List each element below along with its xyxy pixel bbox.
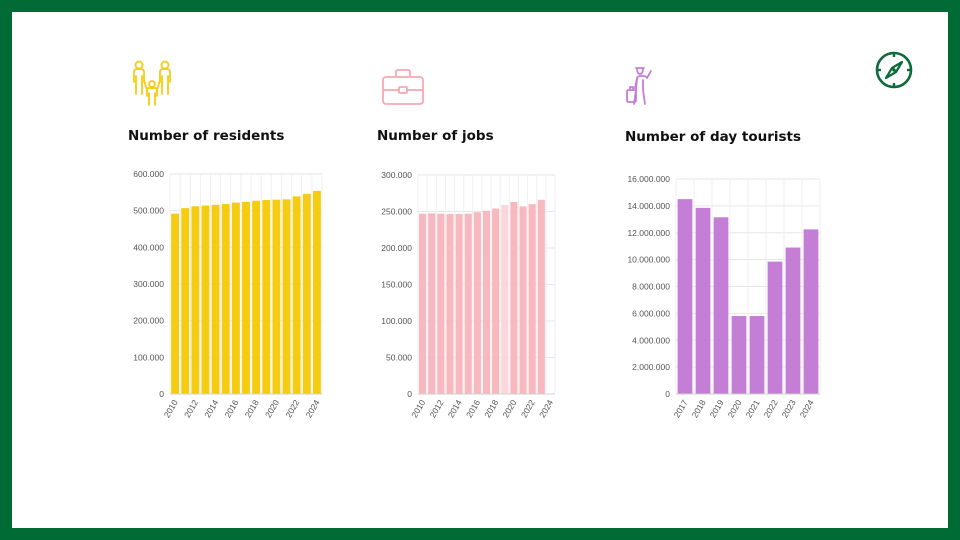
traveler-icon: [626, 67, 652, 105]
jobs-ytick-label: 200.000: [381, 243, 412, 253]
jobs-bar: [482, 210, 491, 394]
tourists-ytick-label: 8.000.000: [632, 282, 670, 292]
briefcase-icon: [382, 69, 424, 105]
jobs-ytick-label: 100.000: [381, 316, 412, 326]
jobs-bar: [519, 206, 527, 394]
compass-icon: [875, 51, 913, 89]
tourists-xtick-label: 2020: [726, 398, 744, 420]
tourists-bar: [767, 261, 783, 394]
residents-ytick-label: 100.000: [133, 352, 164, 362]
jobs-ytick-label: 250.000: [381, 207, 412, 217]
jobs-bar: [537, 199, 545, 394]
residents-ytick-label: 400.000: [133, 242, 164, 252]
jobs-bar: [473, 212, 481, 394]
residents-bar: [282, 199, 291, 394]
residents-bar: [231, 202, 240, 394]
jobs-bar: [419, 213, 427, 394]
residents-ytick-label: 300.000: [133, 279, 164, 289]
residents-ytick-label: 500.000: [133, 206, 164, 216]
tourists-bar: [731, 316, 747, 394]
residents-bar: [262, 200, 271, 394]
residents-bar: [211, 204, 220, 394]
jobs-bar: [528, 204, 536, 394]
residents-bar: [171, 213, 180, 394]
jobs-bar: [446, 214, 454, 394]
tourists-bar: [803, 229, 819, 394]
tourists-ytick-label: 4.000.000: [632, 335, 670, 345]
tourists-xtick-label: 2019: [708, 398, 726, 420]
tourists-bar: [785, 247, 801, 394]
residents-bar: [312, 190, 321, 394]
residents-title: Number of residents: [128, 128, 285, 144]
tourists-bar: [677, 199, 693, 394]
tourists-xtick-label: 2017: [672, 398, 690, 420]
jobs-bar: [510, 202, 518, 394]
residents-bar: [201, 205, 210, 394]
tourists-xtick-label: 2022: [762, 398, 780, 420]
tourists-ytick-label: 14.000.000: [627, 201, 670, 211]
jobs-bar: [455, 214, 463, 394]
jobs-title: Number of jobs: [377, 128, 494, 144]
jobs-bar: [437, 213, 445, 394]
jobs-bar: [464, 213, 472, 394]
tourists-xtick-label: 2024: [798, 398, 816, 420]
residents-bar: [302, 193, 311, 394]
jobs-bar: [501, 204, 509, 394]
tourists-xtick-label: 2021: [744, 398, 762, 420]
residents-bar: [191, 206, 200, 394]
tourists-ytick-label: 2.000.000: [632, 362, 670, 372]
tourists-title: Number of day tourists: [625, 129, 802, 145]
residents-bar: [292, 196, 301, 394]
tourists-xtick-label: 2018: [690, 398, 708, 420]
family-icon: [133, 60, 171, 106]
jobs-bar: [428, 213, 436, 394]
tourists-ytick-label: 12.000.000: [627, 228, 670, 238]
residents-ytick-label: 200.000: [133, 316, 164, 326]
tourists-ytick-label: 10.000.000: [627, 255, 670, 265]
residents-bar: [242, 201, 250, 394]
tourists-xtick-label: 2023: [780, 398, 798, 420]
residents-ytick-label: 0: [159, 389, 164, 399]
jobs-ytick-label: 50.000: [386, 353, 412, 363]
residents-bar: [252, 200, 261, 394]
tourists-bar: [695, 207, 711, 394]
tourists-bar: [749, 316, 765, 394]
residents-bar: [221, 204, 230, 394]
jobs-ytick-label: 300.000: [381, 170, 412, 180]
tourists-bar: [713, 217, 729, 394]
residents-bar: [272, 199, 281, 394]
tourists-ytick-label: 16.000.000: [627, 174, 670, 184]
tourists-ytick-label: 0: [665, 389, 670, 399]
residents-bar: [181, 208, 190, 394]
jobs-bar: [492, 208, 500, 394]
jobs-ytick-label: 0: [407, 389, 412, 399]
jobs-ytick-label: 150.000: [381, 280, 412, 290]
residents-ytick-label: 600.000: [133, 169, 164, 179]
tourists-ytick-label: 6.000.000: [632, 308, 670, 318]
